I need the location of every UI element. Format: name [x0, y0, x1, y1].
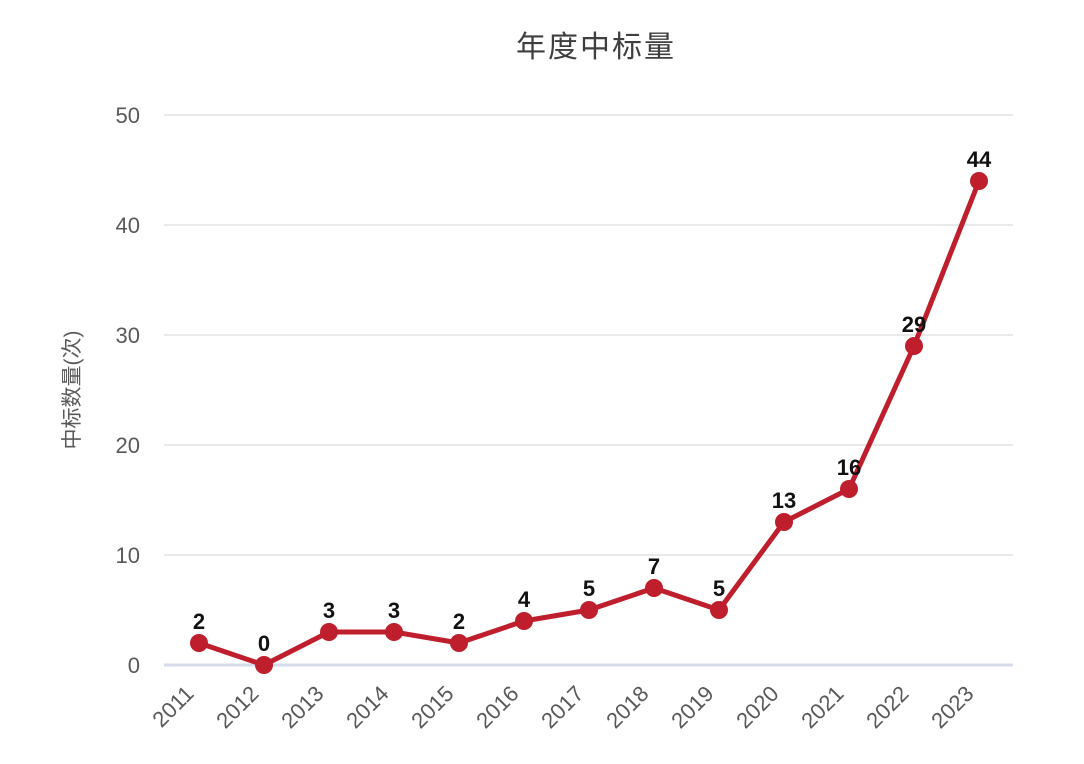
- data-label: 13: [772, 488, 796, 513]
- x-tick-label: 2020: [731, 681, 783, 733]
- data-label: 29: [902, 312, 926, 337]
- data-point: [840, 480, 858, 498]
- x-tick-label: 2014: [341, 681, 393, 733]
- data-point: [255, 656, 273, 674]
- data-label: 0: [258, 631, 270, 656]
- data-label: 5: [713, 576, 725, 601]
- y-axis-title: 中标数量(次): [61, 331, 84, 450]
- y-tick-label: 30: [116, 323, 140, 348]
- data-point: [645, 579, 663, 597]
- x-tick-label: 2013: [276, 681, 328, 733]
- x-tick-label: 2011: [147, 681, 198, 732]
- data-label: 3: [323, 598, 335, 623]
- data-point: [580, 601, 598, 619]
- x-tick-label: 2012: [211, 681, 263, 733]
- y-tick-label: 40: [116, 213, 140, 238]
- x-tick-label: 2017: [536, 681, 588, 733]
- data-point: [450, 634, 468, 652]
- y-tick-label: 0: [128, 653, 140, 678]
- data-point: [970, 172, 988, 190]
- data-label: 2: [453, 609, 465, 634]
- data-label: 4: [518, 587, 531, 612]
- data-point: [385, 623, 403, 641]
- data-label: 7: [648, 554, 660, 579]
- data-label: 3: [388, 598, 400, 623]
- x-tick-label: 2022: [861, 681, 913, 733]
- data-point: [905, 337, 923, 355]
- x-tick-label: 2016: [471, 681, 523, 733]
- y-tick-label: 20: [116, 433, 140, 458]
- data-label: 44: [967, 147, 992, 172]
- x-tick-label: 2023: [926, 681, 978, 733]
- x-tick-label: 2015: [406, 681, 458, 733]
- chart-title: 年度中标量: [516, 31, 676, 64]
- data-point: [190, 634, 208, 652]
- y-tick-label: 10: [116, 543, 140, 568]
- data-point: [710, 601, 728, 619]
- y-tick-label: 50: [116, 103, 140, 128]
- data-label: 16: [837, 455, 861, 480]
- x-tick-label: 2019: [666, 681, 718, 733]
- data-point: [515, 612, 533, 630]
- data-point: [775, 513, 793, 531]
- data-point: [320, 623, 338, 641]
- data-label: 2: [193, 609, 205, 634]
- x-tick-label: 2021: [796, 681, 848, 733]
- x-tick-label: 2018: [601, 681, 653, 733]
- data-label: 5: [583, 576, 595, 601]
